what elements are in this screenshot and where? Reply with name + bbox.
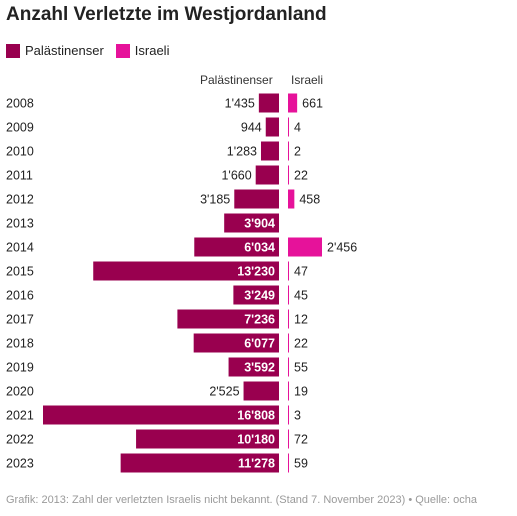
label-palaestinenser-2010: 1'283 (227, 145, 257, 159)
bar-palaestinenser-2019 (228, 357, 279, 377)
year-label-2019: 2019 (6, 361, 34, 375)
chart-area: 2008 1'435 661 2009 944 4 2010 1'283 2 2011 1'660 2… (6, 93, 357, 473)
bar-israeli-2018 (288, 333, 289, 353)
label-israeli-2015: 47 (294, 265, 308, 279)
label-palaestinenser-2017: 7'236 (244, 313, 275, 327)
bar-israeli-2008 (288, 93, 298, 113)
label-palaestinenser-2022: 10'180 (237, 433, 275, 447)
year-label-2018: 2018 (6, 337, 34, 351)
year-label-2016: 2016 (6, 289, 34, 303)
legend-swatch-palaestinenser (6, 43, 20, 58)
legend: Palästinenser Israeli (6, 43, 181, 58)
legend-label-palaestinenser: Palästinenser (25, 43, 104, 58)
label-palaestinenser-2019: 3'592 (244, 361, 275, 375)
bar-palaestinenser-2010 (260, 141, 279, 161)
label-palaestinenser-2012: 3'185 (200, 193, 230, 207)
bar-palaestinenser-2014 (194, 237, 279, 257)
bar-israeli-2015 (288, 261, 289, 281)
label-israeli-2010: 2 (294, 145, 301, 159)
year-label-2011: 2011 (6, 169, 33, 183)
label-palaestinenser-2014: 6'034 (244, 241, 275, 255)
label-israeli-2019: 55 (294, 361, 308, 375)
bar-palaestinenser-2011 (255, 165, 279, 185)
bar-israeli-2020 (288, 381, 289, 401)
bar-israeli-2023 (288, 453, 289, 473)
column-header-palaestinenser: Palästinenser (200, 73, 273, 87)
bar-palaestinenser-2018 (193, 333, 279, 353)
bar-palaestinenser-2016 (233, 285, 279, 305)
label-israeli-2021: 3 (294, 409, 301, 423)
year-label-2023: 2023 (6, 457, 34, 471)
year-label-2009: 2009 (6, 121, 34, 135)
label-palaestinenser-2013: 3'904 (244, 217, 275, 231)
column-header-israeli: Israeli (291, 73, 324, 87)
bar-palaestinenser-2012 (234, 189, 279, 209)
label-palaestinenser-2009: 944 (241, 121, 262, 135)
bar-israeli-2010 (288, 141, 289, 161)
bar-palaestinenser-2023 (120, 453, 279, 473)
bar-israeli-2016 (288, 285, 289, 305)
legend-label-israeli: Israeli (134, 43, 170, 58)
label-israeli-2020: 19 (294, 385, 308, 399)
year-label-2014: 2014 (6, 241, 34, 255)
year-label-2021: 2021 (6, 409, 34, 423)
label-palaestinenser-2018: 6'077 (244, 337, 275, 351)
year-label-2010: 2010 (6, 145, 34, 159)
label-israeli-2016: 45 (294, 289, 308, 303)
label-palaestinenser-2016: 3'249 (244, 289, 275, 303)
label-israeli-2012: 458 (299, 193, 320, 207)
year-label-2015: 2015 (6, 265, 34, 279)
bar-palaestinenser-2022 (136, 429, 279, 449)
label-palaestinenser-2011: 1'660 (221, 169, 251, 183)
year-label-2012: 2012 (6, 193, 34, 207)
year-label-2008: 2008 (6, 97, 34, 111)
bar-palaestinenser-2017 (177, 309, 279, 329)
label-palaestinenser-2008: 1'435 (225, 97, 255, 111)
label-israeli-2017: 12 (294, 313, 308, 327)
bar-palaestinenser-2008 (258, 93, 279, 113)
label-israeli-2008: 661 (302, 97, 323, 111)
bar-palaestinenser-2020 (243, 381, 279, 401)
bar-palaestinenser-2009 (265, 117, 279, 137)
footer-note: Grafik: 2013: Zahl der verletzten Israel… (6, 494, 477, 506)
bar-israeli-2014 (288, 237, 322, 257)
bar-israeli-2017 (288, 309, 289, 329)
chart-title: Anzahl Verletzte im Westjordanland (6, 4, 327, 25)
legend-item-israeli: Israeli (115, 43, 170, 58)
label-israeli-2022: 72 (294, 433, 308, 447)
label-palaestinenser-2021: 16'808 (237, 409, 275, 423)
label-israeli-2009: 4 (294, 121, 301, 135)
bar-israeli-2022 (288, 429, 289, 449)
bar-palaestinenser-2021 (43, 405, 279, 425)
bar-israeli-2012 (288, 189, 295, 209)
label-palaestinenser-2015: 13'230 (237, 265, 275, 279)
label-israeli-2023: 59 (294, 457, 308, 471)
bar-israeli-2019 (288, 357, 289, 377)
label-israeli-2011: 22 (294, 169, 308, 183)
bar-palaestinenser-2015 (93, 261, 279, 281)
bar-israeli-2009 (288, 117, 289, 137)
bar-palaestinenser-2013 (224, 213, 279, 233)
bar-israeli-2011 (288, 165, 289, 185)
bar-israeli-2021 (288, 405, 289, 425)
year-label-2013: 2013 (6, 217, 34, 231)
year-label-2020: 2020 (6, 385, 34, 399)
label-palaestinenser-2023: 11'278 (238, 457, 275, 471)
label-palaestinenser-2020: 2'525 (209, 385, 239, 399)
label-israeli-2014: 2'456 (327, 241, 357, 255)
year-label-2022: 2022 (6, 433, 34, 447)
legend-item-palaestinenser: Palästinenser (6, 43, 104, 58)
legend-swatch-israeli (115, 43, 130, 58)
label-israeli-2018: 22 (294, 337, 308, 351)
year-label-2017: 2017 (6, 313, 34, 327)
